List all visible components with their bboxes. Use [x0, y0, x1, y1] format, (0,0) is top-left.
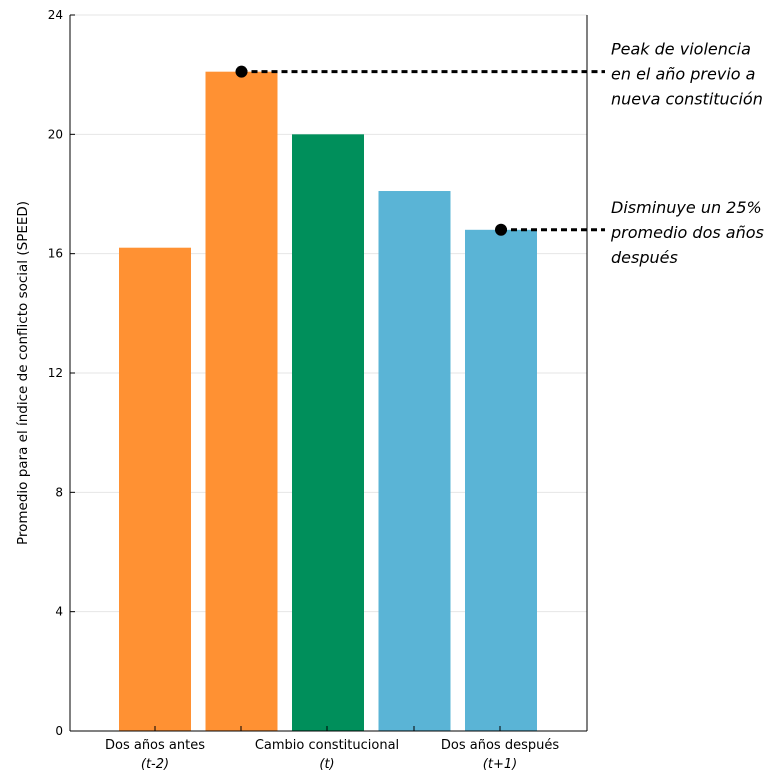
y-ticks: 0 4 8 12 16 20 24 — [48, 8, 75, 738]
annotation-text: Peak de violencia — [611, 40, 751, 59]
y-tick-label: 12 — [48, 366, 63, 380]
x-tick-sublabel: (t) — [319, 757, 334, 772]
y-axis-label: Promedio para el índice de conflicto soc… — [15, 201, 31, 545]
annotation-text: promedio dos años — [610, 223, 764, 242]
x-tick-label: Cambio constitucional — [255, 738, 399, 753]
y-tick-label: 8 — [55, 485, 63, 499]
bars — [119, 71, 537, 732]
annotation-marker — [495, 223, 507, 236]
bar — [465, 229, 537, 732]
annotation-marker — [235, 65, 248, 78]
x-tick-label: Dos años después — [441, 738, 559, 753]
x-tick-label: Dos años antes — [105, 738, 205, 753]
annotations: Peak de violencia en el año previo a nueva… — [235, 40, 764, 267]
annotation-text: Disminuye un 25% — [611, 198, 762, 217]
bar — [378, 191, 451, 731]
bar — [119, 247, 191, 731]
y-tick-label: 4 — [55, 605, 63, 619]
annotation-text: después — [611, 248, 678, 267]
x-tick-sublabel: (t+1) — [483, 757, 517, 772]
y-tick-label: 24 — [48, 8, 63, 22]
bar — [205, 71, 278, 731]
bar — [292, 134, 364, 732]
y-tick-label: 0 — [55, 724, 63, 738]
y-tick-label: 20 — [48, 127, 63, 141]
annotation-text: en el año previo a — [611, 65, 755, 84]
y-tick-label: 16 — [48, 247, 63, 261]
x-ticks: Dos años antes (t-2) Cambio constitucional… — [105, 726, 559, 772]
x-tick-sublabel: (t-2) — [141, 757, 169, 772]
annotation-text: nueva constitución — [611, 90, 763, 109]
